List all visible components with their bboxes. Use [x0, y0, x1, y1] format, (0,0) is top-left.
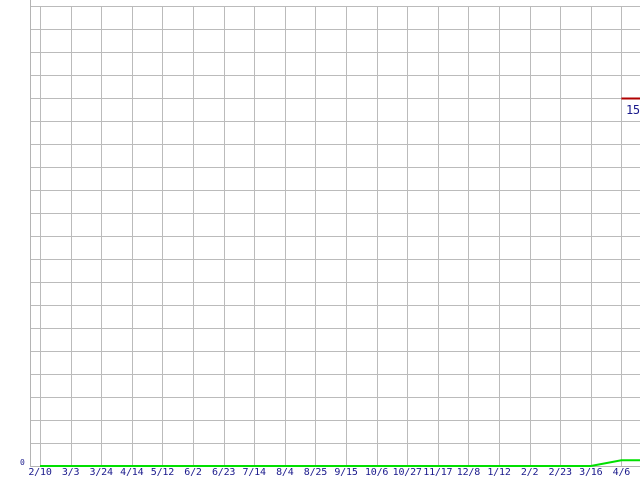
grid-line-horizontal	[30, 259, 640, 260]
grid-line-horizontal	[30, 6, 640, 7]
grid-line-horizontal	[30, 305, 640, 306]
grid-line-vertical	[223, 6, 225, 466]
x-axis-tick-label: 3/16	[579, 467, 603, 478]
x-axis-tick-label: 6/23	[211, 467, 236, 478]
gridlines	[30, 6, 640, 466]
plot-area	[30, 6, 640, 466]
grid-line-horizontal	[30, 98, 640, 99]
grid-line-horizontal	[30, 374, 640, 375]
grid-line-vertical	[560, 6, 562, 466]
x-axis-tick-label: 4/6	[612, 467, 631, 478]
x-axis-tick-label: 10/27	[392, 467, 422, 478]
series-line-green-series	[40, 459, 640, 467]
x-axis-tick-label: 5/12	[150, 467, 175, 478]
grid-line-horizontal	[30, 190, 640, 191]
grid-line-vertical	[437, 6, 439, 466]
x-axis-tick-label: 6/2	[184, 467, 202, 478]
grid-line-horizontal	[30, 75, 640, 76]
grid-line-horizontal	[30, 144, 640, 145]
grid-line-vertical	[315, 6, 317, 466]
grid-line-vertical	[284, 6, 286, 466]
grid-line-vertical	[70, 6, 72, 466]
grid-line-horizontal	[30, 397, 640, 398]
x-axis-tick-label: 12/8	[456, 467, 481, 478]
grid-line-vertical	[621, 6, 623, 466]
grid-line-horizontal	[30, 52, 640, 53]
grid-line-horizontal	[30, 443, 640, 444]
y-axis-tick-labels: 1000200030004000500060007000800090001000…	[0, 0, 30, 480]
x-axis-tick-label: 2/10	[28, 467, 52, 478]
x-axis-tick-label: 11/17	[423, 467, 453, 478]
grid-line-vertical	[590, 6, 592, 466]
origin-zero-label: 0	[20, 458, 25, 467]
grid-line-horizontal	[30, 351, 640, 352]
grid-line-vertical	[499, 6, 500, 466]
grid-line-vertical	[529, 6, 531, 466]
x-axis-tick-label: 7/14	[242, 467, 266, 478]
grid-line-vertical	[193, 6, 194, 466]
x-axis-tick-label: 2/2	[520, 467, 539, 478]
grid-line-horizontal	[30, 121, 640, 122]
x-axis-tick-label: 1/12	[487, 467, 511, 478]
grid-line-horizontal	[30, 236, 640, 237]
x-axis-tick-label: 4/14	[120, 467, 144, 478]
grid-line-vertical	[376, 6, 378, 466]
grid-line-vertical	[407, 6, 409, 466]
x-axis-tick-label: 2/23	[548, 467, 572, 478]
y-axis-line	[30, 0, 31, 467]
x-axis-tick-label: 9/15	[334, 467, 358, 478]
grid-line-vertical	[40, 6, 41, 466]
x-axis-tick-label: 10/6	[364, 467, 389, 478]
grid-line-horizontal	[30, 167, 640, 168]
x-axis-tick-label: 8/25	[303, 467, 328, 478]
grid-line-vertical	[254, 6, 256, 466]
x-axis-tick-label: 3/3	[61, 467, 80, 478]
grid-line-vertical	[101, 6, 103, 466]
x-axis-tick-label: 8/4	[276, 467, 294, 478]
grid-line-vertical	[346, 6, 347, 466]
red-series-value-label: 15980	[626, 103, 640, 118]
grid-line-horizontal	[30, 29, 640, 30]
grid-line-vertical	[468, 6, 470, 466]
grid-line-horizontal	[30, 213, 640, 214]
x-axis-tick-label: 3/24	[89, 467, 113, 478]
grid-line-vertical	[162, 6, 164, 466]
grid-line-vertical	[131, 6, 133, 466]
x-axis-tick-labels: 2/10 3/3 3/24 4/14 5/12 6/2 6/23 7/14 8/4 8/25 9/1…	[0, 467, 640, 480]
grid-line-horizontal	[30, 420, 640, 421]
grid-line-horizontal	[30, 282, 640, 283]
grid-line-horizontal	[30, 328, 640, 329]
